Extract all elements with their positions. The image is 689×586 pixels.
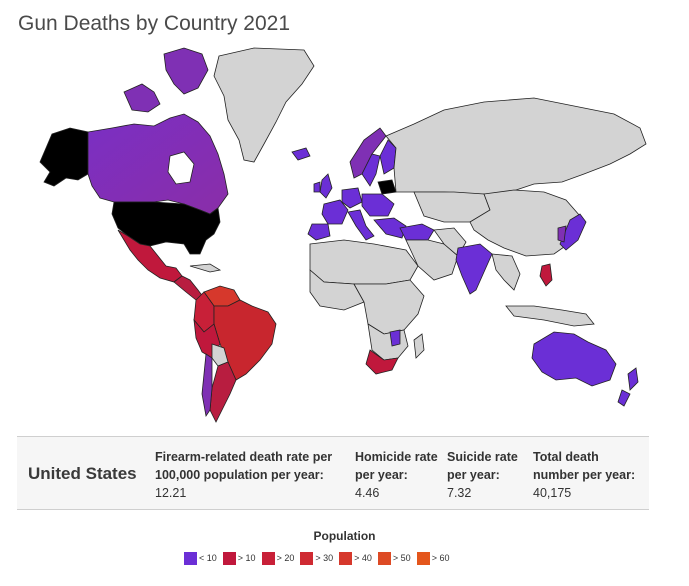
country-italy[interactable] <box>347 209 375 241</box>
stat-homicide-rate: Homicide rate per year: 4.46 <box>355 448 443 502</box>
stat-label: Total death number per year: <box>533 450 636 482</box>
stat-label: Homicide rate per year: <box>355 450 438 482</box>
country-info-panel: United States Firearm-related death rate… <box>17 436 649 510</box>
legend-label: > 30 <box>315 553 334 563</box>
world-map[interactable] <box>14 44 654 428</box>
legend-swatch <box>377 551 391 565</box>
legend-label: > 10 <box>237 553 256 563</box>
country-greenland[interactable] <box>213 47 315 163</box>
legend-swatch <box>222 551 236 565</box>
stat-label: Suicide rate per year: <box>447 450 518 482</box>
country-turkey[interactable] <box>399 223 435 241</box>
country-alaska[interactable] <box>39 127 89 187</box>
country-germany[interactable] <box>341 187 363 209</box>
legend-item: < 10 <box>184 551 217 565</box>
stat-total-deaths: Total death number per year: 40,175 <box>533 448 645 502</box>
legend-item: > 40 <box>339 551 372 565</box>
country-france[interactable] <box>321 199 349 225</box>
page-title: Gun Deaths by Country 2021 <box>18 12 290 35</box>
country-australia[interactable] <box>531 331 617 387</box>
country-mozambique[interactable] <box>389 329 401 347</box>
country-sweden[interactable] <box>361 153 381 187</box>
country-south-africa[interactable] <box>365 349 399 375</box>
country-argentina[interactable] <box>209 361 237 423</box>
legend-label: > 40 <box>354 553 372 563</box>
country-new-zealand-south[interactable] <box>617 389 631 407</box>
country-norway[interactable] <box>349 127 387 179</box>
legend-item: > 60 <box>416 551 450 565</box>
country-indonesia[interactable] <box>505 305 595 327</box>
country-middle-east[interactable] <box>405 239 459 281</box>
country-central-europe[interactable] <box>361 193 395 217</box>
legend-item: > 20 <box>261 551 295 565</box>
country-philippines[interactable] <box>539 263 553 287</box>
country-chile[interactable] <box>201 353 213 418</box>
country-canada-islands-2[interactable] <box>123 83 161 113</box>
country-spain[interactable] <box>307 223 331 241</box>
country-central-africa[interactable] <box>353 279 425 335</box>
legend-swatch <box>300 551 314 565</box>
country-japan[interactable] <box>559 213 587 251</box>
country-new-zealand[interactable] <box>627 367 639 391</box>
stat-value: 7.32 <box>447 486 472 500</box>
stat-value: 4.46 <box>355 486 380 500</box>
legend-label: < 10 <box>199 553 217 563</box>
country-united-kingdom[interactable] <box>319 173 333 199</box>
stat-firearm-rate: Firearm-related death rate per 100,000 p… <box>155 448 347 502</box>
legend-swatch <box>416 551 430 565</box>
country-korea[interactable] <box>557 225 567 243</box>
legend-swatch <box>261 551 275 565</box>
country-central-america[interactable] <box>173 275 205 301</box>
country-canada-islands[interactable] <box>163 47 209 95</box>
country-india[interactable] <box>455 243 493 295</box>
stat-suicide-rate: Suicide rate per year: 7.32 <box>447 448 527 502</box>
legend-item: > 10 <box>222 551 256 565</box>
legend-label: > 50 <box>392 553 411 563</box>
country-madagascar[interactable] <box>413 333 425 359</box>
country-cuba[interactable] <box>189 263 222 273</box>
country-mexico[interactable] <box>117 229 183 283</box>
legend-swatch <box>339 551 353 565</box>
legend-label: > 20 <box>276 553 295 563</box>
selected-country-name: United States <box>28 464 137 483</box>
legend-item: > 50 <box>377 551 411 565</box>
country-north-africa[interactable] <box>309 239 419 285</box>
country-china[interactable] <box>469 189 581 257</box>
legend: < 10 > 10 > 20 > 30 > 40 > 50 > 60 <box>184 551 455 565</box>
legend-swatch <box>184 551 197 565</box>
country-belarus[interactable] <box>377 179 397 195</box>
stat-label: Firearm-related death rate per 100,000 p… <box>155 450 333 482</box>
legend-title: Population <box>313 529 376 543</box>
country-iceland[interactable] <box>291 147 311 161</box>
country-canada[interactable] <box>87 113 229 215</box>
stat-value: 40,175 <box>533 486 572 500</box>
country-russia[interactable] <box>385 97 647 195</box>
country-uk-ireland[interactable] <box>313 181 321 193</box>
legend-label: > 60 <box>431 553 450 563</box>
stat-value: 12.21 <box>155 486 187 500</box>
country-west-africa[interactable] <box>309 269 365 311</box>
legend-item: > 30 <box>300 551 334 565</box>
country-se-asia[interactable] <box>491 253 521 291</box>
hudson-bay <box>167 151 195 185</box>
